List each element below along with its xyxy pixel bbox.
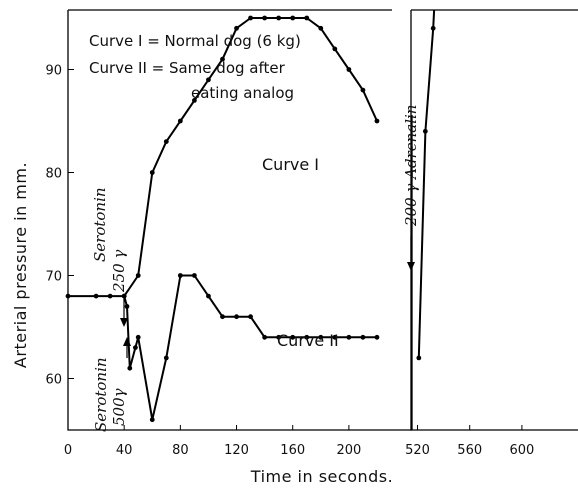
serotonin-500-label-1: Serotonin [92, 357, 110, 432]
series-1-point [192, 98, 197, 103]
series-2-point [248, 314, 253, 320]
series-1-point [346, 67, 352, 72]
series-2-point [346, 334, 352, 340]
x-axis-label: Time in seconds. [250, 467, 393, 486]
x-tick-label: 600 [509, 443, 534, 458]
series-1-point [234, 25, 239, 31]
series-1-point [206, 77, 211, 83]
series-2-point [262, 334, 268, 340]
serotonin-250-label-1: Serotonin [91, 187, 109, 262]
y-tick-label: 90 [45, 64, 62, 79]
serotonin-500-label-2: 500γ [110, 388, 128, 426]
right-panel-axes [410, 10, 578, 431]
y-tick-label: 80 [45, 167, 62, 182]
series-2-point [124, 304, 130, 309]
series-1-point [290, 15, 296, 21]
x-tick-label: 520 [405, 443, 430, 458]
series-2-point [192, 273, 197, 278]
series-1-point [149, 170, 155, 175]
series-2-point [177, 273, 183, 278]
y-axis-label: Arterial pressure in mm. [11, 162, 30, 368]
series-1-point [177, 118, 183, 124]
series-1-point [332, 46, 338, 52]
series-2-point [304, 334, 310, 340]
curves [65, 10, 436, 423]
x-tick-label: 0 [64, 443, 72, 458]
series-2-point [127, 365, 133, 371]
legend-curve-2: Curve II = Same dog after [89, 59, 286, 77]
series-2-point [374, 334, 380, 340]
series-1-point [107, 293, 113, 299]
series-line-1 [68, 17, 378, 298]
series-2-point [220, 314, 225, 320]
legend-curve-2-cont: eating analog [191, 84, 294, 102]
series-2-point [163, 355, 169, 361]
y-tick-label: 70 [45, 270, 62, 285]
curve-2-label: Curve II [277, 331, 339, 350]
series-1-point [163, 139, 169, 145]
series-2-point [133, 345, 138, 350]
series-3-point [416, 355, 422, 361]
series-2-point [360, 334, 366, 340]
serotonin-250-label-2: 250 γ [110, 250, 128, 293]
series-2-point [290, 334, 296, 340]
curve-1-label: Curve I [262, 155, 319, 174]
series-3-point [422, 128, 428, 134]
series-line-3 [417, 10, 436, 358]
y-tick-label: 60 [45, 373, 62, 388]
series-1-point [248, 15, 253, 21]
series-2-point [206, 293, 211, 299]
series-1-point [220, 56, 225, 62]
series-1-point [374, 118, 380, 124]
series-3-point [430, 25, 436, 31]
x-tick-label: 80 [172, 443, 189, 458]
series-2-point [318, 334, 324, 340]
series-1-point [135, 273, 141, 278]
series-1-point [304, 15, 310, 21]
ticks: 6070809010011012004080120160200520560600 [45, 64, 534, 459]
x-tick-label: 160 [280, 443, 305, 458]
series-2-point [234, 314, 239, 320]
x-tick-label: 40 [116, 443, 133, 458]
series-1-point [360, 87, 366, 93]
series-1-point [318, 25, 324, 31]
series-2-point [135, 334, 141, 340]
series-1-point [65, 293, 71, 299]
series-1-point [276, 15, 282, 21]
series-1-point [93, 293, 99, 299]
adrenalin-arrowhead [407, 262, 415, 271]
series-line-2 [123, 274, 377, 421]
serotonin-250-arrowhead [120, 318, 128, 327]
series-2-point [149, 417, 155, 423]
series-2-point [121, 293, 127, 299]
series-1-point [262, 15, 268, 21]
legend-curve-1: Curve I = Normal dog (6 kg) [89, 32, 301, 50]
x-tick-label: 120 [224, 443, 249, 458]
serotonin-500-arrowhead [123, 337, 131, 346]
x-tick-label: 560 [457, 443, 482, 458]
adrenalin-label: 200 γ Adrenalin [402, 105, 420, 227]
series-2-point [276, 334, 282, 340]
x-tick-label: 200 [336, 443, 361, 458]
series-2-point [332, 334, 338, 340]
